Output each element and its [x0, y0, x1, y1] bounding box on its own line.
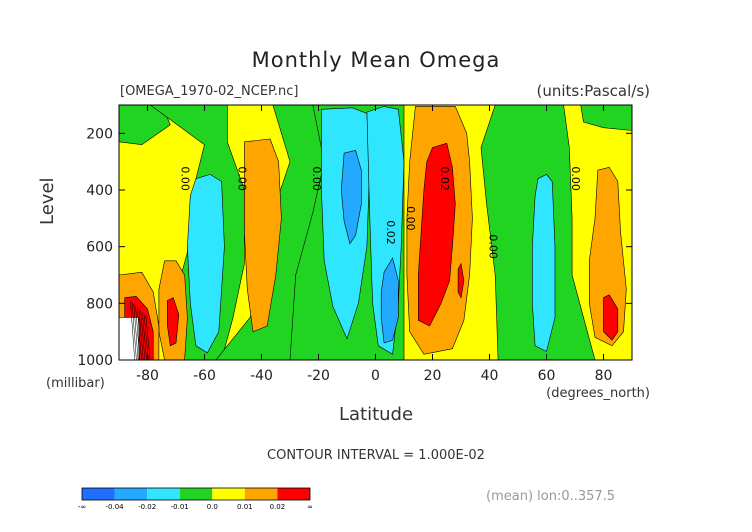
contour-line [145, 315, 151, 360]
color-bar-swatch [82, 488, 115, 500]
region-weak-up [187, 174, 225, 354]
color-bar-label: 0.02 [270, 503, 286, 511]
x-tick-label: 80 [595, 368, 613, 384]
y-unit-label: (millibar) [46, 376, 105, 391]
contour-interval: CONTOUR INTERVAL = 1.000E-02 [267, 448, 485, 463]
color-bar-swatch [114, 488, 148, 500]
color-bar-swatch [147, 488, 180, 500]
contour-label: 0.00 [179, 166, 192, 191]
x-tick-label: 60 [538, 368, 556, 384]
y-axis-label: Level [37, 177, 58, 225]
subtitle-left: [OMEGA_1970-02_NCEP.nc] [120, 84, 299, 99]
contour-line [136, 307, 142, 360]
region-strong-down [603, 294, 619, 341]
color-bar-label: -0.01 [171, 503, 189, 511]
x-tick-label: -80 [136, 368, 159, 384]
y-tick-label: 200 [86, 126, 113, 142]
region-weak-up [532, 174, 556, 352]
x-tick-label: -20 [307, 368, 330, 384]
region-neutral [580, 105, 632, 131]
x-tick-label: 20 [424, 368, 442, 384]
color-bar-swatch [179, 488, 213, 500]
y-tick-label: 800 [86, 296, 113, 312]
region-strong-down [457, 262, 465, 299]
contour-label: 0.02 [384, 220, 397, 245]
contour-line [140, 310, 146, 360]
color-bar-label: 0.0 [207, 503, 218, 511]
color-bar-swatch [277, 488, 310, 500]
x-tick-label: -60 [193, 368, 216, 384]
y-tick-label: 400 [86, 183, 113, 199]
footer-mean-lon: (mean) lon:0..357.5 [486, 489, 616, 504]
region-neutral [119, 105, 171, 146]
x-unit-label: (degrees_north) [546, 386, 650, 401]
contour-label: 0.02 [438, 166, 451, 191]
x-tick-label: -40 [250, 368, 273, 384]
x-tick-label: 40 [481, 368, 499, 384]
contour-label: 0.00 [236, 166, 249, 191]
contour-label: 0.00 [404, 206, 417, 231]
region-up [380, 257, 399, 344]
color-bar-frame [81, 487, 311, 501]
contour-line [138, 308, 144, 360]
contour-label: 0.00 [569, 166, 582, 191]
color-bar-label: -0.02 [138, 503, 156, 511]
color-bar-label: -0.04 [106, 503, 125, 511]
color-bar-swatch [244, 488, 278, 500]
contour-label: 0.00 [310, 166, 323, 191]
color-bar-swatch [212, 488, 245, 500]
region-down [244, 138, 282, 333]
chart-title: Monthly Mean Omega [251, 48, 501, 72]
region-down [589, 166, 627, 347]
contour-line [131, 302, 137, 360]
contour-label: 0.00 [487, 234, 500, 259]
color-bar: -∞ -0.04 -0.02 -0.01 0.0 0.01 0.02 ∞ [78, 487, 313, 511]
color-bar-label: -∞ [78, 503, 86, 511]
region-strong-down [167, 297, 180, 347]
contour-line [135, 305, 141, 360]
x-tick-label: 0 [371, 368, 380, 384]
color-bar-label: 0.01 [237, 503, 253, 511]
contour-line [133, 303, 139, 360]
contour-line [130, 300, 135, 360]
omega-field: 0.00 0.00 0.00 0.02 0.02 0.00 0.00 0.00 [119, 105, 632, 360]
color-bar-label: ∞ [307, 503, 313, 511]
x-axis-label: Latitude [338, 404, 414, 425]
y-tick-label: 600 [86, 240, 113, 256]
contour-line [142, 312, 147, 360]
region-up [340, 149, 362, 245]
contour-line [143, 314, 149, 360]
subtitle-right: (units:Pascal/s) [536, 82, 651, 100]
region-strong-down [418, 142, 456, 327]
y-tick-label: 1000 [77, 353, 113, 369]
